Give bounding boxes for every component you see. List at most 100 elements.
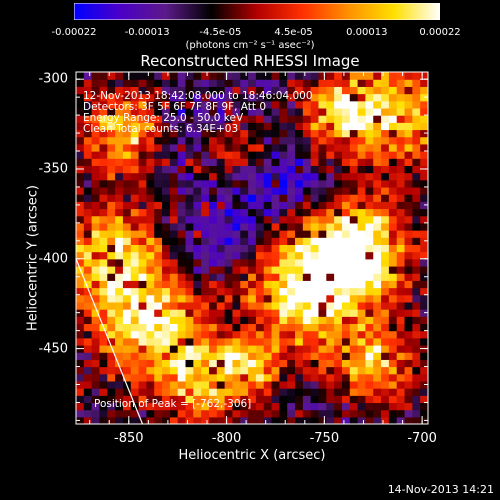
image-pixel: [287, 222, 296, 231]
image-pixel: [193, 366, 202, 375]
image-pixel: [404, 409, 413, 418]
image-pixel: [216, 186, 226, 195]
image-pixel: [232, 352, 241, 360]
image-pixel: [107, 359, 116, 368]
image-pixel: [248, 122, 257, 131]
image-pixel: [193, 323, 202, 332]
image-pixel: [255, 165, 265, 174]
image-pixel: [193, 122, 202, 131]
image-pixel: [115, 107, 124, 116]
image-pixel: [302, 93, 312, 102]
image-pixel: [146, 352, 155, 360]
image-pixel: [365, 395, 374, 404]
image-pixel: [295, 344, 304, 353]
image-pixel: [146, 244, 155, 253]
image-pixel: [185, 244, 194, 253]
image-pixel: [341, 186, 351, 195]
image-pixel: [232, 222, 241, 231]
image-pixel: [381, 222, 390, 231]
image-pixel: [122, 172, 132, 181]
image-pixel: [169, 158, 179, 166]
image-pixel: [208, 380, 218, 389]
image-pixel: [263, 409, 273, 418]
image-pixel: [357, 359, 367, 368]
image-pixel: [208, 258, 218, 267]
image-pixel: [115, 380, 124, 389]
image-pixel: [357, 416, 367, 424]
image-pixel: [99, 165, 108, 174]
image-pixel: [115, 402, 124, 411]
image-pixel: [185, 359, 194, 368]
image-pixel: [169, 330, 179, 339]
image-pixel: [138, 107, 147, 116]
image-pixel: [420, 79, 428, 87]
image-pixel: [248, 143, 257, 152]
image-pixel: [373, 402, 382, 411]
image-pixel: [310, 186, 320, 195]
image-pixel: [302, 230, 312, 238]
image-pixel: [412, 294, 421, 303]
image-pixel: [76, 287, 85, 296]
image-pixel: [365, 359, 374, 368]
image-pixel: [287, 402, 296, 411]
image-pixel: [255, 273, 265, 281]
image-pixel: [279, 251, 288, 260]
image-pixel: [404, 273, 413, 281]
image-pixel: [224, 215, 234, 224]
image-pixel: [396, 122, 406, 131]
image-pixel: [255, 344, 265, 353]
image-pixel: [91, 273, 101, 281]
image-pixel: [381, 366, 390, 375]
image-pixel: [130, 388, 140, 396]
image-pixel: [255, 208, 265, 217]
image-pixel: [341, 179, 351, 188]
image-pixel: [177, 237, 187, 245]
image-pixel: [318, 402, 327, 411]
image-pixel: [138, 115, 147, 123]
image-pixel: [396, 337, 406, 346]
image-pixel: [302, 86, 312, 95]
image-pixel: [263, 143, 273, 152]
image-pixel: [396, 172, 406, 181]
image-pixel: [388, 201, 398, 210]
image-pixel: [295, 86, 304, 95]
image-pixel: [83, 136, 93, 145]
image-pixel: [373, 93, 382, 102]
image-pixel: [318, 165, 327, 174]
image-pixel: [169, 316, 179, 325]
image-pixel: [224, 309, 234, 317]
image-pixel: [357, 122, 367, 131]
image-pixel: [357, 172, 367, 181]
image-pixel: [326, 280, 335, 289]
image-pixel: [76, 416, 85, 424]
image-pixel: [318, 388, 327, 396]
image-pixel: [365, 265, 374, 274]
image-pixel: [115, 100, 124, 109]
image-pixel: [83, 165, 93, 174]
image-pixel: [302, 416, 312, 424]
image-pixel: [373, 72, 382, 80]
image-pixel: [396, 129, 406, 138]
image-pixel: [341, 172, 351, 181]
image-pixel: [310, 93, 320, 102]
image-pixel: [279, 136, 288, 145]
image-pixel: [334, 122, 343, 131]
image-pixel: [91, 258, 101, 267]
image-pixel: [373, 395, 382, 404]
image-pixel: [388, 373, 398, 382]
image-pixel: [263, 115, 273, 123]
image-pixel: [404, 316, 413, 325]
image-pixel: [91, 330, 101, 339]
image-pixel: [216, 416, 226, 424]
image-pixel: [388, 151, 398, 159]
image-pixel: [76, 366, 85, 375]
image-pixel: [99, 158, 108, 166]
image-pixel: [162, 237, 171, 245]
image-pixel: [232, 194, 241, 202]
image-pixel: [334, 208, 343, 217]
image-pixel: [248, 409, 257, 418]
image-pixel: [420, 395, 428, 404]
image-pixel: [373, 409, 382, 418]
image-pixel: [99, 402, 108, 411]
image-pixel: [154, 201, 163, 210]
